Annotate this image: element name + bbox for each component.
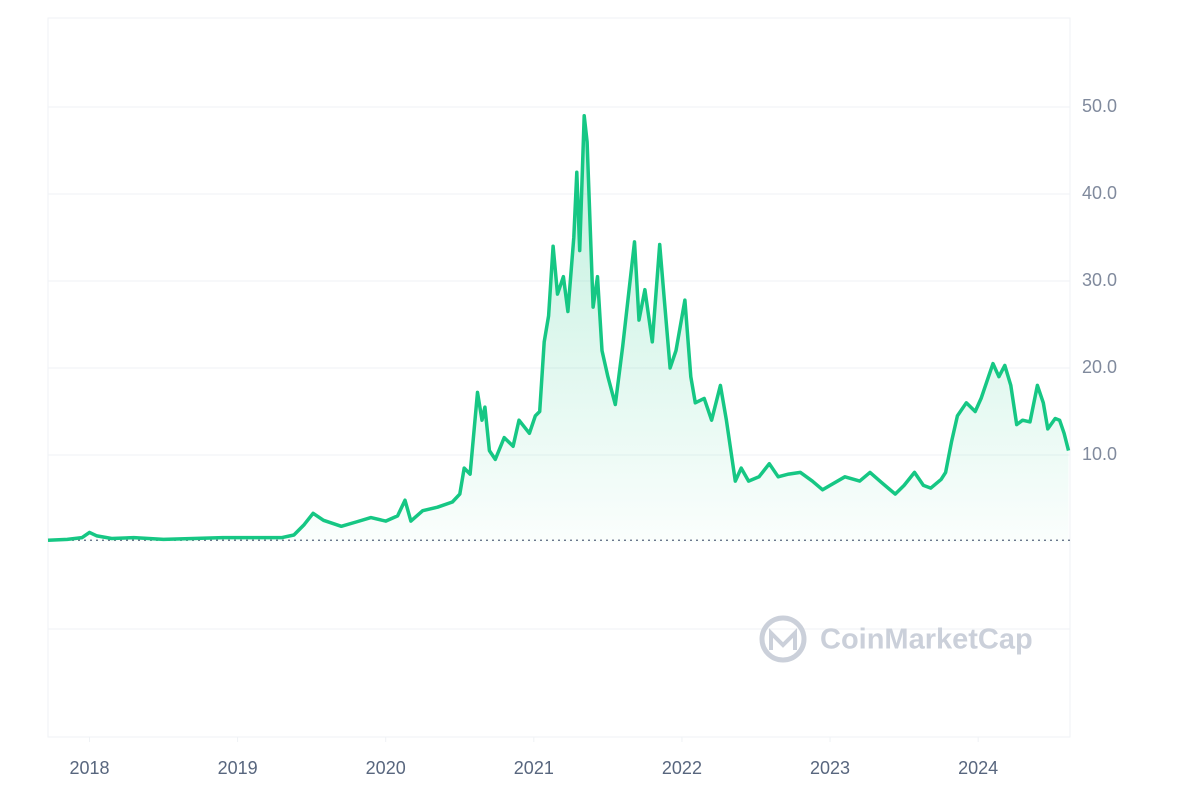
x-tick-label: 2018 xyxy=(69,758,109,778)
price-line xyxy=(47,113,1071,543)
watermark-text: CoinMarketCap xyxy=(820,624,1033,656)
x-tick-label: 2023 xyxy=(810,758,850,778)
x-tick-label: 2021 xyxy=(514,758,554,778)
x-tick-label: 2019 xyxy=(218,758,258,778)
y-tick-label: 20.0 xyxy=(1082,357,1117,377)
x-tick-label: 2022 xyxy=(662,758,702,778)
y-tick-label: 10.0 xyxy=(1082,444,1117,464)
x-tick-label: 2024 xyxy=(958,758,998,778)
watermark-logo-mark xyxy=(769,628,797,650)
x-tick-label: 2020 xyxy=(366,758,406,778)
y-tick-label: 40.0 xyxy=(1082,183,1117,203)
watermark-logo xyxy=(759,615,807,663)
y-tick-label: 30.0 xyxy=(1082,270,1117,290)
plot-frame xyxy=(47,17,1071,738)
y-tick-label: 50.0 xyxy=(1082,96,1117,116)
watermark: CoinMarketCap xyxy=(759,615,1033,663)
area-fill xyxy=(48,115,1069,542)
